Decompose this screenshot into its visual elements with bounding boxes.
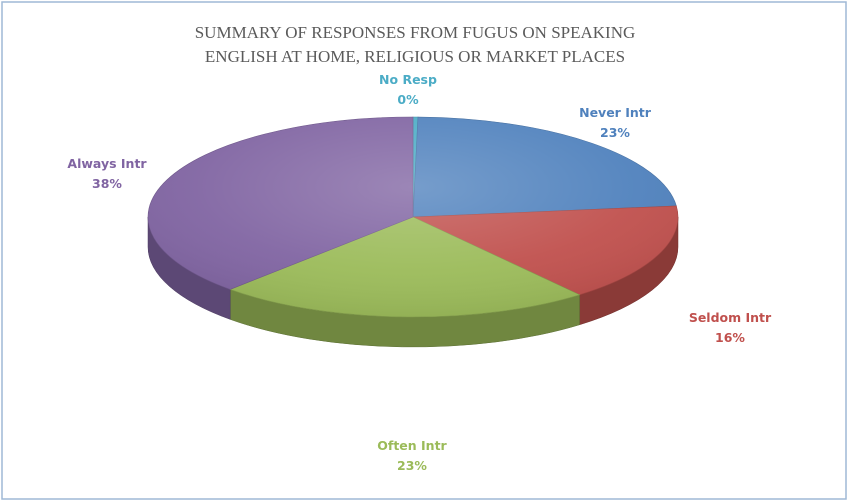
chart-title-line-1: SUMMARY OF RESPONSES FROM FUGUS ON SPEAK… xyxy=(195,23,636,42)
label-no-resp-pct: 0% xyxy=(397,92,419,107)
label-often-name: Often Intr xyxy=(377,438,447,453)
pie-tops xyxy=(147,116,679,318)
label-never-name: Never Intr xyxy=(579,105,652,120)
label-always-name: Always Intr xyxy=(67,156,147,171)
label-never-pct: 23% xyxy=(600,125,630,140)
chart-title-line-2: ENGLISH AT HOME, RELIGIOUS OR MARKET PLA… xyxy=(205,47,625,66)
label-seldom-name: Seldom Intr xyxy=(689,310,772,325)
label-often-pct: 23% xyxy=(397,458,427,473)
label-seldom-pct: 16% xyxy=(715,330,745,345)
label-always-pct: 38% xyxy=(92,176,122,191)
label-no-resp-name: No Resp xyxy=(379,72,437,87)
